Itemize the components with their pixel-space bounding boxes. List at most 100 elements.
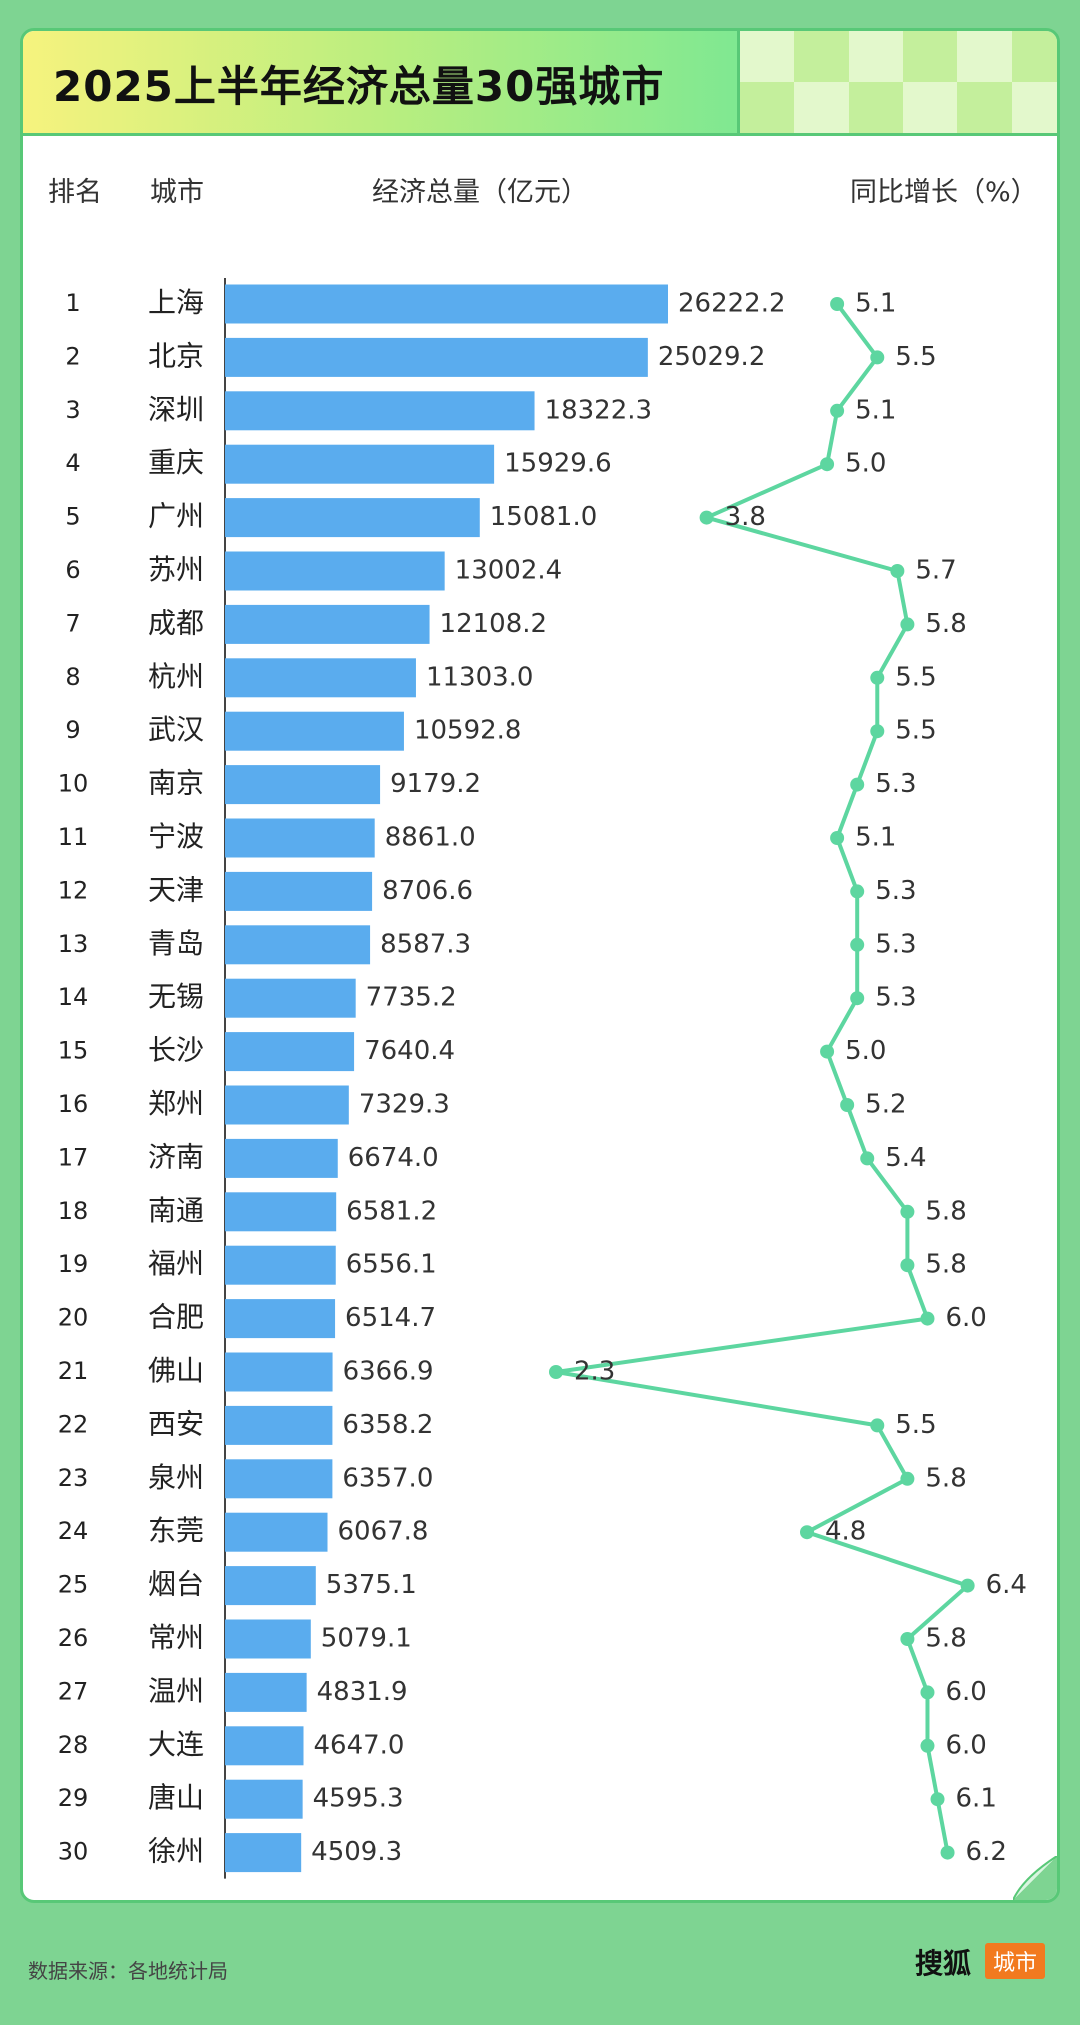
city-label: 徐州 (148, 1835, 204, 1868)
gdp-bar (225, 1245, 336, 1285)
gdp-bar (225, 1138, 338, 1178)
growth-value-label: 6.2 (966, 1837, 1007, 1867)
gdp-value-label: 4595.3 (313, 1784, 404, 1814)
growth-point (850, 777, 865, 792)
city-label: 深圳 (148, 393, 204, 426)
growth-point (850, 937, 865, 952)
header-rank: 排名 (48, 177, 102, 208)
gdp-bar (225, 925, 371, 965)
growth-point (830, 831, 845, 845)
growth-value-label: 5.5 (895, 662, 936, 692)
rank-label: 23 (58, 1464, 89, 1492)
gdp-bar (225, 1779, 303, 1819)
city-label: 武汉 (148, 713, 204, 746)
rank-label: 10 (58, 770, 89, 798)
gdp-bar (225, 1299, 336, 1339)
rank-label: 24 (58, 1517, 89, 1545)
growth-point (549, 1365, 563, 1379)
growth-value-label: 5.1 (855, 823, 896, 853)
growth-point (900, 1258, 915, 1273)
growth-value-label: 5.5 (895, 716, 936, 746)
growth-point (800, 1525, 814, 1540)
city-label: 宁波 (148, 820, 204, 853)
gdp-bar (225, 1459, 333, 1499)
city-label: 西安 (148, 1407, 204, 1440)
growth-value-label: 6.0 (945, 1730, 986, 1760)
growth-point (850, 884, 865, 899)
gdp-bar (225, 1566, 316, 1606)
growth-value-label: 5.8 (925, 1196, 966, 1226)
city-label: 温州 (148, 1674, 204, 1707)
growth-value-label: 5.3 (875, 929, 916, 959)
city-label: 唐山 (148, 1781, 204, 1814)
gdp-value-label: 4831.9 (317, 1677, 408, 1707)
gdp-bar (225, 871, 373, 911)
rank-label: 6 (65, 556, 80, 584)
growth-value-label: 2.3 (574, 1357, 615, 1387)
growth-value-label: 5.0 (845, 449, 886, 479)
growth-point (920, 1738, 935, 1753)
rank-label: 3 (65, 396, 80, 424)
gdp-bar (225, 1619, 311, 1659)
rank-label: 29 (58, 1784, 89, 1812)
rank-label: 16 (58, 1090, 89, 1118)
brand-tag: 城市 (985, 1943, 1046, 1979)
growth-value-label: 5.3 (875, 876, 916, 906)
growth-value-label: 5.3 (875, 983, 916, 1013)
gdp-bar (225, 1032, 355, 1072)
gdp-value-label: 7329.3 (359, 1090, 450, 1120)
rank-label: 12 (58, 876, 89, 904)
gdp-value-label: 7735.2 (366, 983, 457, 1013)
gdp-bar (225, 1085, 349, 1125)
gdp-value-label: 12108.2 (440, 609, 548, 639)
data-source-note: 数据来源：各地统计局 (28, 1959, 228, 1983)
growth-point (870, 670, 885, 685)
gdp-bar (225, 337, 648, 377)
growth-value-label: 5.1 (855, 289, 896, 319)
gdp-value-label: 11303.0 (426, 662, 534, 692)
rank-label: 8 (65, 663, 80, 691)
gdp-bar (225, 711, 404, 751)
gdp-bar (225, 1352, 333, 1392)
growth-point (820, 457, 835, 472)
gdp-value-label: 4509.3 (311, 1837, 402, 1867)
growth-value-label: 5.8 (925, 1624, 966, 1654)
rank-label: 21 (58, 1357, 89, 1385)
growth-point (870, 350, 885, 365)
title-bar: 2025上半年经济总量30强城市 (23, 31, 1057, 136)
growth-value-label: 5.8 (925, 1250, 966, 1280)
city-label: 成都 (148, 606, 204, 639)
growth-value-label: 5.7 (915, 556, 956, 586)
rank-label: 25 (58, 1571, 89, 1599)
gdp-bar (225, 604, 430, 644)
gdp-bar (225, 818, 375, 858)
gdp-bar (225, 1726, 304, 1766)
city-label: 佛山 (148, 1354, 204, 1387)
rank-label: 30 (58, 1838, 89, 1866)
page-fold-corner (1012, 1855, 1057, 1900)
gdp-bar (225, 978, 356, 1018)
growth-value-label: 6.0 (945, 1303, 986, 1333)
gdp-value-label: 6674.0 (348, 1143, 439, 1173)
growth-value-label: 5.0 (845, 1036, 886, 1066)
gdp-bar (225, 391, 535, 431)
gdp-value-label: 7640.4 (364, 1036, 455, 1066)
rank-label: 1 (65, 289, 80, 317)
city-label: 大连 (148, 1728, 204, 1761)
gdp-value-label: 6067.8 (338, 1517, 429, 1547)
gdp-bar (225, 284, 668, 324)
growth-value-label: 3.8 (725, 502, 766, 532)
header-growth: 同比增长（%） (850, 177, 1038, 208)
growth-point (820, 1044, 835, 1059)
growth-point (830, 403, 845, 418)
city-label: 杭州 (148, 660, 204, 693)
gdp-value-label: 6514.7 (345, 1303, 436, 1333)
growth-value-label: 6.1 (956, 1784, 997, 1814)
rank-label: 5 (65, 503, 80, 531)
growth-value-label: 4.8 (825, 1517, 866, 1547)
growth-point (850, 991, 865, 1006)
gdp-bar (225, 1672, 307, 1712)
city-label: 东莞 (148, 1514, 204, 1547)
gdp-value-label: 6366.9 (343, 1357, 434, 1387)
rank-label: 18 (58, 1197, 89, 1225)
